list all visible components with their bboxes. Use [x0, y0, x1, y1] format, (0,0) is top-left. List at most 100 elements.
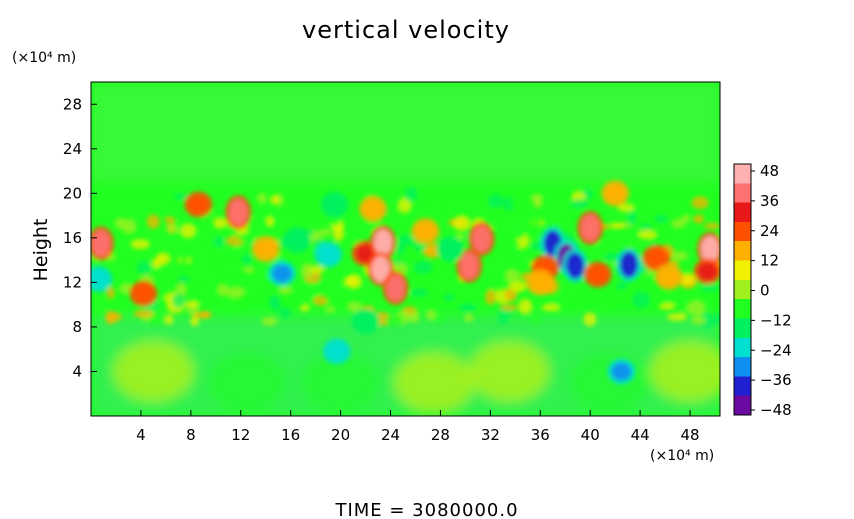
colorbar-tick-label: 36 [760, 192, 779, 210]
turbulence-cell [452, 215, 471, 232]
turbulence-cell [413, 242, 427, 252]
turbulence-cell [617, 203, 635, 212]
turbulence-cell [219, 299, 240, 313]
turbulence-cell [190, 316, 200, 327]
turbulence-cell [319, 228, 332, 236]
x-tick-label: 48 [681, 426, 700, 444]
velocity-feature [229, 199, 248, 226]
velocity-feature [318, 245, 339, 264]
velocity-feature [587, 265, 608, 284]
velocity-feature [440, 240, 461, 258]
turbulence-cell [278, 307, 292, 319]
turbulence-cell [212, 246, 222, 262]
upper-band [91, 82, 720, 183]
x-tick-label: 28 [431, 426, 450, 444]
turbulence-cell [201, 311, 211, 319]
turbulence-cell [427, 201, 442, 214]
turbulence-cell [713, 313, 720, 326]
velocity-feature [326, 342, 347, 361]
turbulence-cell [150, 266, 164, 273]
velocity-feature [472, 225, 491, 252]
velocity-feature [371, 256, 390, 283]
turbulence-cell [533, 197, 543, 209]
x-tick-label: 4 [136, 426, 146, 444]
y-tick-label: 24 [63, 140, 82, 158]
turbulence-cell [242, 253, 252, 266]
turbulence-cell [146, 214, 160, 229]
turbulence-cell [464, 313, 474, 323]
turbulence-cell [256, 193, 268, 204]
turbulence-cell [698, 312, 715, 329]
turbulence-cell [106, 286, 115, 299]
turbulence-cell [606, 294, 625, 302]
turbulence-cell [631, 291, 650, 308]
x-tick-label: 16 [281, 426, 300, 444]
colorbar-tick-label: 24 [760, 222, 779, 240]
turbulence-cell [164, 216, 176, 223]
turbulence-cell [322, 215, 342, 224]
turbulence-cell [518, 298, 533, 315]
turbulence-cell [394, 244, 405, 255]
velocity-feature [581, 214, 600, 241]
velocity-feature [91, 230, 110, 257]
colorbar-scale [733, 163, 752, 416]
turbulence-cell [691, 196, 709, 209]
y-axis-label: Height [30, 219, 52, 282]
plot-area [90, 81, 721, 417]
turbulence-cell [691, 316, 706, 325]
turbulence-cell [246, 281, 265, 292]
velocity-feature [394, 352, 475, 413]
turbulence-cell [301, 263, 314, 279]
turbulence-cell [396, 234, 416, 247]
turbulence-cell [561, 288, 578, 301]
y-tick-label: 28 [63, 95, 82, 113]
velocity-feature [505, 217, 526, 236]
turbulence-cell [541, 303, 560, 312]
colorbar: 48 36 24 12 0 −12 −24 −36 −48 [733, 162, 792, 419]
colorbar-tick-label: −24 [760, 341, 792, 359]
colorbar-tick-label: −12 [760, 311, 792, 329]
turbulence-cell [136, 260, 152, 275]
turbulence-cell [324, 306, 336, 313]
turbulence-cell [290, 199, 310, 206]
velocity-feature [271, 264, 292, 283]
x-tick-label: 36 [531, 426, 550, 444]
velocity-feature [568, 352, 649, 413]
velocity-feature [701, 236, 720, 262]
x-axis: 4 8 12 16 20 24 28 32 36 40 44 48 [136, 410, 700, 444]
turbulence-cell [654, 215, 668, 223]
turbulence-cell [205, 231, 215, 245]
velocity-feature [619, 251, 638, 278]
turbulence-cell [627, 210, 636, 227]
turbulence-cell [156, 252, 171, 265]
y-tick-label: 4 [72, 362, 82, 380]
turbulence-cell [409, 288, 429, 297]
turbulence-cell [687, 300, 706, 316]
y-axis-unit: (×10⁴ m) [12, 50, 76, 66]
time-label: TIME = 3080000.0 [334, 500, 518, 519]
turbulence-cell [608, 222, 624, 229]
velocity-feature [355, 312, 376, 331]
turbulence-cell [389, 209, 399, 224]
turbulence-cell [680, 272, 695, 286]
turbulence-cell [425, 309, 436, 321]
turbulence-cell [509, 280, 527, 293]
velocity-feature [286, 231, 307, 250]
turbulence-cell [325, 281, 345, 298]
turbulence-cell [183, 301, 200, 308]
x-tick-label: 20 [331, 426, 350, 444]
turbulence-cell [443, 293, 455, 302]
velocity-feature [113, 341, 194, 402]
turbulence-cell [504, 268, 520, 283]
turbulence-cell [277, 286, 293, 295]
turbulence-cell [174, 220, 183, 230]
turbulence-cell [265, 215, 275, 227]
turbulence-cell [114, 217, 126, 229]
velocity-feature [469, 341, 550, 402]
velocity-feature [658, 267, 679, 286]
turbulence-cell [530, 242, 542, 250]
velocity-feature [207, 352, 288, 413]
turbulence-cell [346, 301, 363, 312]
velocity-feature [300, 352, 381, 413]
turbulence-cell [508, 199, 526, 206]
